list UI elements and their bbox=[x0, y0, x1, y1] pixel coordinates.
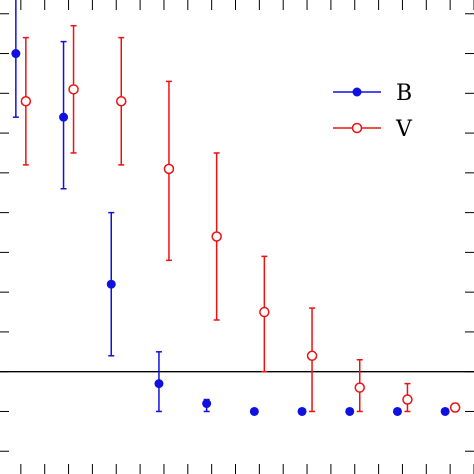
legend: B V bbox=[333, 81, 413, 142]
data-point bbox=[106, 279, 116, 289]
data-point bbox=[68, 84, 79, 95]
series-layer bbox=[11, 0, 461, 416]
series-b bbox=[11, 0, 450, 416]
data-point bbox=[345, 406, 355, 416]
legend-item-b: B bbox=[333, 81, 412, 106]
data-point bbox=[59, 112, 69, 122]
data-point bbox=[116, 96, 127, 107]
data-point bbox=[259, 306, 270, 318]
data-point bbox=[440, 406, 450, 416]
data-point bbox=[163, 163, 175, 175]
data-point bbox=[11, 49, 21, 59]
legend-label-b: B bbox=[396, 81, 412, 106]
data-point bbox=[211, 231, 222, 242]
legend-marker-b bbox=[352, 87, 362, 97]
data-point bbox=[20, 96, 32, 107]
data-point bbox=[402, 394, 413, 405]
legend-label-v: V bbox=[395, 117, 413, 142]
data-point bbox=[392, 406, 402, 416]
data-point bbox=[306, 350, 318, 362]
data-point bbox=[449, 402, 461, 413]
legend-item-v: V bbox=[333, 117, 413, 142]
series-v bbox=[20, 24, 461, 413]
data-point bbox=[354, 382, 365, 393]
data-point bbox=[154, 379, 164, 389]
data-point bbox=[297, 406, 307, 416]
data-point bbox=[249, 406, 259, 416]
data-point bbox=[202, 399, 212, 409]
legend-marker-v bbox=[351, 122, 363, 134]
